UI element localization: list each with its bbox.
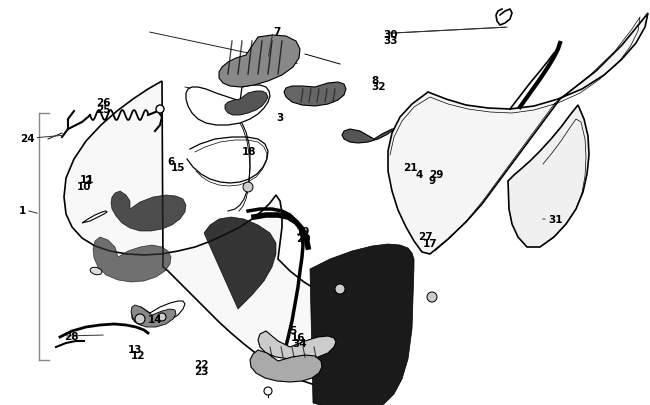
- Text: 22: 22: [194, 360, 208, 369]
- Text: 27: 27: [419, 231, 433, 241]
- Text: 33: 33: [384, 36, 398, 45]
- Polygon shape: [342, 130, 394, 144]
- Text: 26: 26: [96, 98, 110, 108]
- Circle shape: [135, 314, 145, 324]
- Polygon shape: [508, 106, 589, 247]
- Text: 28: 28: [64, 331, 78, 341]
- Text: 12: 12: [131, 351, 146, 360]
- Text: 32: 32: [372, 82, 386, 92]
- Polygon shape: [64, 82, 371, 389]
- Polygon shape: [219, 36, 300, 88]
- Text: 2: 2: [84, 175, 92, 185]
- Polygon shape: [250, 350, 322, 382]
- Text: 19: 19: [296, 227, 310, 237]
- Text: 31: 31: [548, 215, 562, 224]
- Text: 3: 3: [276, 113, 283, 122]
- Text: 20: 20: [296, 233, 310, 243]
- Polygon shape: [111, 192, 186, 231]
- Circle shape: [427, 292, 437, 302]
- Circle shape: [335, 284, 345, 294]
- Polygon shape: [258, 331, 336, 359]
- Text: 1: 1: [19, 206, 26, 215]
- Polygon shape: [225, 92, 268, 116]
- Polygon shape: [132, 301, 185, 326]
- Polygon shape: [186, 86, 270, 126]
- Text: 11: 11: [80, 175, 94, 184]
- Text: 9: 9: [429, 176, 436, 186]
- Text: 10: 10: [77, 181, 91, 191]
- Polygon shape: [284, 83, 346, 107]
- Text: 25: 25: [96, 104, 110, 114]
- Text: 4: 4: [416, 170, 423, 180]
- Text: 34: 34: [292, 339, 307, 348]
- Text: 6: 6: [168, 156, 175, 166]
- Text: 30: 30: [384, 30, 398, 39]
- Text: 29: 29: [429, 169, 443, 179]
- Text: 7: 7: [273, 28, 280, 37]
- Circle shape: [158, 313, 166, 321]
- Polygon shape: [93, 237, 171, 282]
- Polygon shape: [131, 305, 176, 327]
- Text: 13: 13: [127, 344, 142, 354]
- Polygon shape: [388, 14, 648, 254]
- Text: 15: 15: [171, 163, 185, 173]
- Text: 5: 5: [289, 325, 296, 335]
- Ellipse shape: [90, 268, 102, 275]
- Polygon shape: [310, 244, 414, 405]
- Text: 17: 17: [422, 238, 437, 248]
- Text: 24: 24: [20, 134, 34, 143]
- Circle shape: [243, 183, 253, 192]
- Polygon shape: [204, 217, 276, 309]
- Text: 21: 21: [403, 163, 417, 173]
- Text: 16: 16: [291, 332, 305, 342]
- Circle shape: [264, 387, 272, 395]
- Circle shape: [156, 106, 164, 114]
- Text: 8: 8: [372, 76, 379, 86]
- Text: 14: 14: [148, 314, 163, 324]
- Text: 23: 23: [194, 366, 208, 376]
- Text: 18: 18: [242, 147, 256, 157]
- Polygon shape: [82, 211, 107, 224]
